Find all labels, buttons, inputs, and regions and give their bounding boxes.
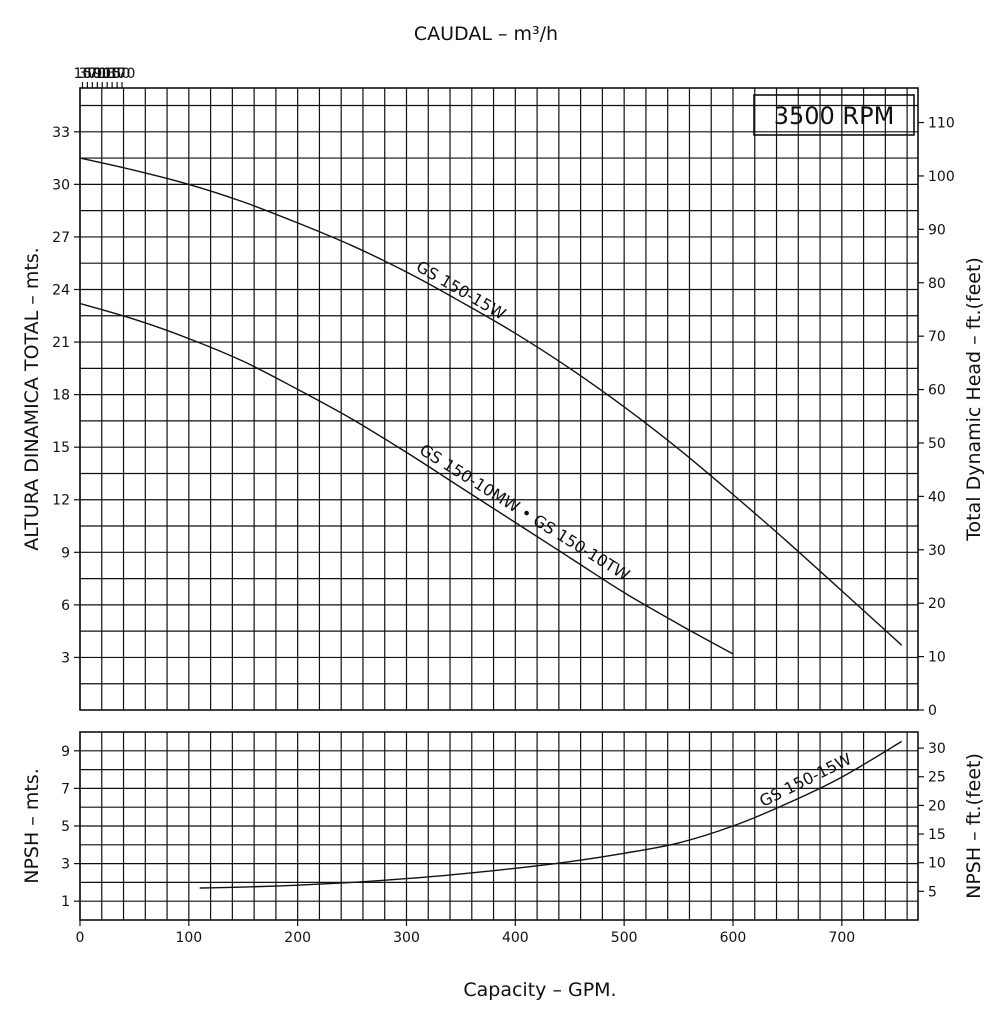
npsh-axis-title-feet: NPSH – ft.(feet): [963, 753, 985, 899]
gs-150-10mw-10tw-head-curve: [79, 302, 734, 655]
capacity-tick-label: 100: [175, 930, 202, 946]
head-ft-tick-label: 90: [928, 222, 946, 238]
flow-tick-label: 70: [88, 66, 106, 82]
capacity-axis-title: Capacity – GPM.: [463, 979, 616, 1001]
head-axis-title-meters: ALTURA DINAMICA TOTAL – mts.: [21, 247, 43, 550]
head-m-tick-label: 33: [52, 125, 70, 141]
npsh-ft-tick-label: 25: [928, 770, 946, 786]
capacity-tick-label: 0: [76, 930, 85, 946]
head-plot-frame: [79, 87, 919, 711]
gs-150-15w-npsh-curve: [199, 740, 903, 889]
gs-150-10mw-10tw-head-label: GS 150-10MW • GS 150-10TW: [416, 440, 633, 585]
npsh-ft-tick-label: 15: [928, 827, 946, 843]
head-m-tick-label: 24: [52, 282, 70, 298]
head-ft-tick-label: 100: [928, 169, 955, 185]
flow-tick-label: 130: [99, 66, 126, 82]
head-axis-title-feet: Total Dynamic Head – ft.(feet): [963, 257, 985, 542]
npsh-m-tick-label: 9: [61, 744, 70, 760]
head-ft-tick-label: 20: [928, 596, 946, 612]
speed-label: 3500 RPM: [774, 102, 895, 130]
flow-tick-label: 110: [94, 66, 121, 82]
flow-axis-title-top: CAUDAL – m³/h: [414, 23, 558, 45]
flow-tick-label: 30: [79, 66, 97, 82]
gs-150-15w-head-label: GS 150-15W: [413, 257, 509, 324]
head-m-tick-label: 15: [52, 440, 70, 456]
gs-150-15w-npsh-label: GS 150-15W: [756, 749, 854, 810]
npsh-ft-tick-label: 10: [928, 856, 946, 872]
head-m-tick-label: 30: [52, 177, 70, 193]
head-m-tick-label: 9: [61, 545, 70, 561]
head-ft-tick-label: 110: [928, 116, 955, 132]
capacity-tick-label: 300: [393, 930, 420, 946]
head-ft-tick-label: 60: [928, 383, 946, 399]
head-m-tick-label: 3: [61, 650, 70, 666]
head-ft-tick-label: 0: [928, 703, 937, 719]
speed-box: 3500 RPM: [753, 94, 915, 136]
npsh-ft-tick-label: 30: [928, 741, 946, 757]
head-m-tick-label: 6: [61, 598, 70, 614]
flow-tick-label: 90: [93, 66, 111, 82]
head-ft-tick-label: 80: [928, 276, 946, 292]
capacity-tick-label: 500: [611, 930, 638, 946]
head-m-tick-label: 12: [52, 493, 70, 509]
head-ft-tick-label: 70: [928, 329, 946, 345]
head-m-tick-label: 18: [52, 388, 70, 404]
capacity-tick-label: 700: [828, 930, 855, 946]
npsh-m-tick-label: 7: [61, 781, 70, 797]
flow-tick-label: 170: [109, 66, 136, 82]
npsh-ft-tick-label: 5: [928, 884, 937, 900]
gs-150-15w-head-curve: [79, 157, 903, 646]
head-m-tick-label: 21: [52, 335, 70, 351]
capacity-tick-label: 400: [502, 930, 529, 946]
npsh-m-tick-label: 5: [61, 819, 70, 835]
npsh-m-tick-label: 3: [61, 857, 70, 873]
npsh-m-tick-label: 1: [61, 894, 70, 910]
head-ft-tick-label: 30: [928, 543, 946, 559]
capacity-tick-label: 200: [284, 930, 311, 946]
head-ft-tick-label: 40: [928, 489, 946, 505]
head-ft-tick-label: 50: [928, 436, 946, 452]
head-m-tick-label: 27: [52, 230, 70, 246]
npsh-axis-title-meters: NPSH – mts.: [21, 768, 43, 884]
flow-tick-label: 150: [104, 66, 131, 82]
head-ft-tick-label: 10: [928, 650, 946, 666]
npsh-ft-tick-label: 20: [928, 798, 946, 814]
flow-tick-label: 10: [74, 66, 92, 82]
grid: [79, 87, 919, 921]
capacity-tick-label: 600: [720, 930, 747, 946]
flow-tick-label: 50: [83, 66, 101, 82]
